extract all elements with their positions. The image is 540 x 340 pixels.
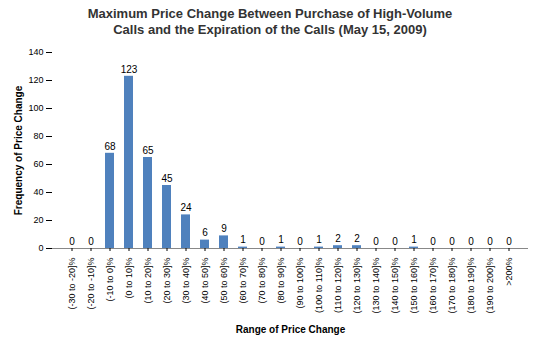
svg-text:(150 to 160]%: (150 to 160]% bbox=[409, 258, 419, 314]
svg-text:(70 to 80]%: (70 to 80]% bbox=[257, 258, 267, 304]
svg-text:(120 to 130]%: (120 to 130]% bbox=[352, 258, 362, 314]
svg-text:(110 to 120]%: (110 to 120]% bbox=[333, 258, 343, 313]
svg-text:2: 2 bbox=[335, 233, 341, 244]
svg-text:1: 1 bbox=[411, 234, 417, 245]
svg-text:Range of Price Change: Range of Price Change bbox=[236, 324, 346, 335]
svg-text:0: 0 bbox=[373, 236, 379, 247]
svg-text:0: 0 bbox=[88, 236, 94, 247]
svg-text:0: 0 bbox=[430, 236, 436, 247]
svg-text:24: 24 bbox=[180, 202, 192, 213]
svg-text:140: 140 bbox=[28, 47, 43, 57]
html-text:Maximum Price Change Between P: Maximum Price Change Between Purchase of… bbox=[87, 6, 453, 37]
svg-text:20: 20 bbox=[33, 215, 43, 225]
svg-text:(160 to 170]%: (160 to 170]% bbox=[428, 258, 438, 314]
svg-text:68: 68 bbox=[104, 141, 116, 152]
svg-text:0: 0 bbox=[487, 236, 493, 247]
svg-text:(10 to 20]%: (10 to 20]% bbox=[143, 258, 153, 304]
svg-text:80: 80 bbox=[33, 131, 43, 141]
svg-text:9: 9 bbox=[221, 223, 227, 234]
svg-text:(90 to 100]%: (90 to 100]% bbox=[295, 258, 305, 309]
svg-text:(30 to 40]%: (30 to 40]% bbox=[181, 258, 191, 304]
svg-text:(-30 to -20]%: (-30 to -20]% bbox=[67, 258, 77, 310]
svg-text:0: 0 bbox=[449, 236, 455, 247]
svg-text:(180 to 190]%: (180 to 190]% bbox=[466, 258, 476, 314]
svg-text:(-20 to -10]%: (-20 to -10]% bbox=[86, 258, 96, 310]
svg-text:0: 0 bbox=[297, 236, 303, 247]
svg-text:40: 40 bbox=[33, 187, 43, 197]
svg-text:6: 6 bbox=[202, 227, 208, 238]
svg-text:0: 0 bbox=[38, 243, 43, 253]
svg-text:45: 45 bbox=[161, 173, 173, 184]
svg-text:1: 1 bbox=[316, 234, 322, 245]
svg-text:1: 1 bbox=[278, 234, 284, 245]
svg-text:(20 to 30]%: (20 to 30]% bbox=[162, 258, 172, 304]
svg-text:0: 0 bbox=[468, 236, 474, 247]
svg-text:(60 to 70]%: (60 to 70]% bbox=[238, 258, 248, 304]
svg-text:2: 2 bbox=[354, 233, 360, 244]
svg-text:60: 60 bbox=[33, 159, 43, 169]
svg-text:123: 123 bbox=[121, 64, 138, 75]
svg-text:(190 to 200]%: (190 to 200]% bbox=[485, 258, 495, 314]
svg-text:(0 to 10]%: (0 to 10]% bbox=[124, 258, 134, 299]
svg-text:(140 to 150]%: (140 to 150]% bbox=[390, 258, 400, 314]
svg-text:120: 120 bbox=[28, 75, 43, 85]
svg-text:100: 100 bbox=[28, 103, 43, 113]
svg-text:(40 to 50]%: (40 to 50]% bbox=[200, 258, 210, 304]
svg-text:>200%: >200% bbox=[504, 258, 514, 286]
svg-text:0: 0 bbox=[69, 236, 75, 247]
svg-text:65: 65 bbox=[142, 145, 154, 156]
svg-text:1: 1 bbox=[240, 234, 246, 245]
svg-text:0: 0 bbox=[392, 236, 398, 247]
svg-text:Frequency of Price Change: Frequency of Price Change bbox=[13, 85, 24, 215]
svg-text:0: 0 bbox=[259, 236, 265, 247]
svg-text:(-10 to 0]%: (-10 to 0]% bbox=[105, 258, 115, 302]
svg-text:0: 0 bbox=[506, 236, 512, 247]
svg-text:(170 to 180]%: (170 to 180]% bbox=[447, 258, 457, 314]
svg-text:(100 to 110]%: (100 to 110]% bbox=[314, 258, 324, 313]
svg-text:(130 to 140]%: (130 to 140]% bbox=[371, 258, 381, 314]
svg-text:(80 to 90]%: (80 to 90]% bbox=[276, 258, 286, 304]
svg-text:(50 to 60]%: (50 to 60]% bbox=[219, 258, 229, 304]
